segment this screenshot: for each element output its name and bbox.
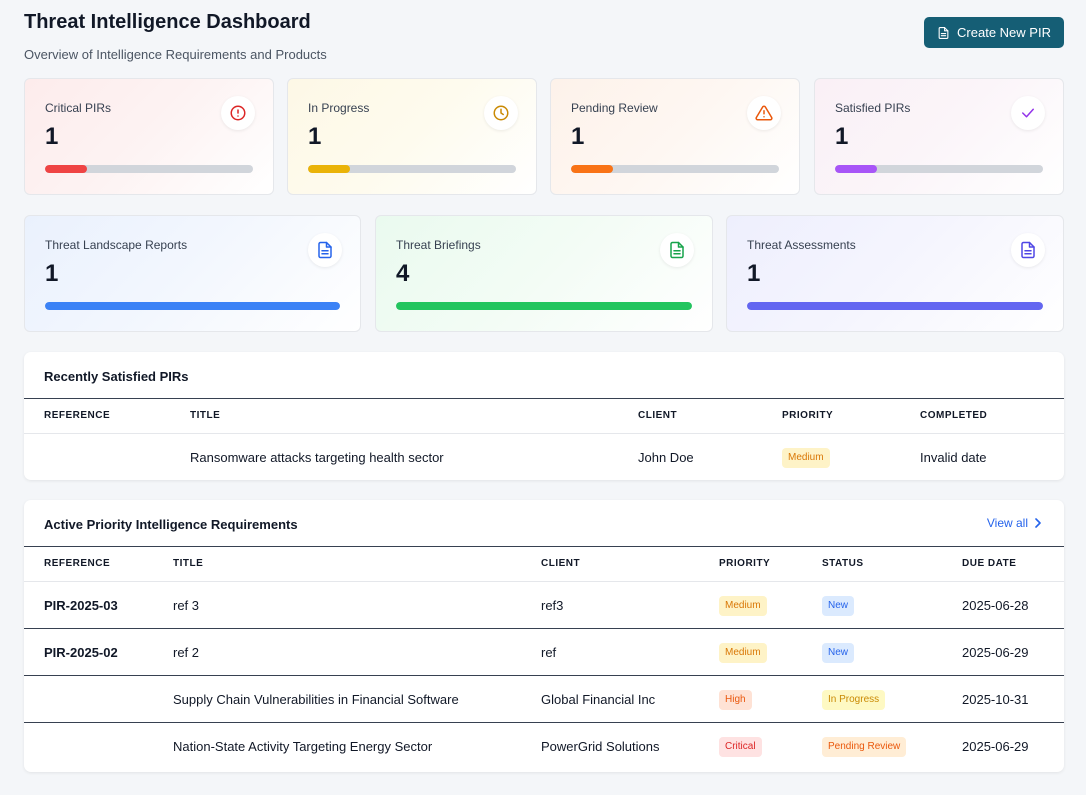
stat-label: Threat Assessments xyxy=(747,238,856,252)
status-badge: New xyxy=(822,596,855,616)
stat-progress-fill xyxy=(308,165,350,173)
table-header: REFERENCE TITLE CLIENT PRIORITY COMPLETE… xyxy=(24,398,1064,434)
column-header: DUE DATE xyxy=(962,558,1017,569)
priority-badge: Critical xyxy=(719,737,762,757)
document-icon xyxy=(660,233,694,267)
column-header: TITLE xyxy=(190,410,221,421)
stat-card-threat-assessments[interactable]: Threat Assessments 1 xyxy=(726,215,1064,332)
cell-reference: PIR-2025-03 xyxy=(44,598,118,613)
cell-due-date: 2025-10-31 xyxy=(962,692,1029,707)
document-icon xyxy=(1011,233,1045,267)
column-header: CLIENT xyxy=(638,410,678,421)
clock-icon xyxy=(484,96,518,130)
status-badge: New xyxy=(822,643,855,663)
stat-value: 1 xyxy=(308,123,322,150)
stat-progress-fill xyxy=(571,165,613,173)
stat-progress-fill xyxy=(835,165,877,173)
stat-value: 1 xyxy=(571,123,585,150)
stat-progress-fill xyxy=(396,302,692,310)
create-new-pir-label: Create New PIR xyxy=(957,25,1051,40)
stat-card-threat-briefings[interactable]: Threat Briefings 4 xyxy=(375,215,713,332)
status-badge: Pending Review xyxy=(822,737,907,757)
page-title: Threat Intelligence Dashboard xyxy=(24,11,311,33)
stat-card-in-progress[interactable]: In Progress 1 xyxy=(287,78,537,195)
stat-progress-track xyxy=(747,302,1043,310)
cell-due-date: 2025-06-29 xyxy=(962,645,1029,660)
stat-value: 1 xyxy=(45,123,59,150)
card-title: Recently Satisfied PIRs xyxy=(44,369,189,384)
status-badge: In Progress xyxy=(822,690,886,710)
chevron-right-icon xyxy=(1035,518,1041,528)
stat-value: 4 xyxy=(396,260,410,287)
table-row[interactable]: Ransomware attacks targeting health sect… xyxy=(24,434,1064,481)
stat-card-critical-pirs[interactable]: Critical PIRs 1 xyxy=(24,78,274,195)
stat-progress-track xyxy=(45,302,340,310)
column-header: PRIORITY xyxy=(782,410,834,421)
stat-label: Threat Briefings xyxy=(396,238,481,252)
column-header: REFERENCE xyxy=(44,558,111,569)
column-header: TITLE xyxy=(173,558,204,569)
column-header: COMPLETED xyxy=(920,410,988,421)
view-all-link[interactable]: View all xyxy=(987,516,1042,530)
stat-card-pending-review[interactable]: Pending Review 1 xyxy=(550,78,800,195)
active-pirs-card: Active Priority Intelligence Requirement… xyxy=(24,500,1064,772)
alert-circle-icon xyxy=(221,96,255,130)
cell-due-date: 2025-06-28 xyxy=(962,598,1029,613)
stat-value: 1 xyxy=(835,123,849,150)
stat-progress-fill xyxy=(747,302,1043,310)
stat-progress-fill xyxy=(45,302,340,310)
create-new-pir-button[interactable]: Create New PIR xyxy=(924,17,1064,48)
stat-label: Threat Landscape Reports xyxy=(45,238,188,252)
cell-client: Global Financial Inc xyxy=(541,692,656,707)
cell-client: John Doe xyxy=(638,450,694,465)
stat-label: Satisfied PIRs xyxy=(835,101,911,115)
priority-badge: Medium xyxy=(719,643,767,663)
stat-label: In Progress xyxy=(308,101,370,115)
column-header: CLIENT xyxy=(541,558,581,569)
table-row[interactable]: PIR-2025-02 ref 2 ref Medium New 2025-06… xyxy=(24,629,1064,676)
stat-card-satisfied-pirs[interactable]: Satisfied PIRs 1 xyxy=(814,78,1064,195)
priority-badge: High xyxy=(719,690,752,710)
stat-progress-track xyxy=(396,302,692,310)
stat-label: Critical PIRs xyxy=(45,101,112,115)
cell-client: ref3 xyxy=(541,598,564,613)
priority-badge: Medium xyxy=(782,448,830,468)
stat-value: 1 xyxy=(747,260,761,287)
table-row[interactable]: PIR-2025-03 ref 3 ref3 Medium New 2025-0… xyxy=(24,582,1064,629)
cell-title: ref 2 xyxy=(173,645,200,660)
stat-card-threat-landscape-reports[interactable]: Threat Landscape Reports 1 xyxy=(24,215,361,332)
stat-progress-track xyxy=(45,165,253,173)
table-header: REFERENCE TITLE CLIENT PRIORITY STATUS D… xyxy=(24,546,1064,582)
table-row[interactable]: Nation-State Activity Targeting Energy S… xyxy=(24,723,1064,770)
stat-label: Pending Review xyxy=(571,101,658,115)
cell-due-date: 2025-06-29 xyxy=(962,739,1029,754)
stat-value: 1 xyxy=(45,260,59,287)
stat-progress-track xyxy=(835,165,1043,173)
recently-satisfied-pirs-card: Recently Satisfied PIRs REFERENCE TITLE … xyxy=(24,352,1064,480)
cell-title: Ransomware attacks targeting health sect… xyxy=(190,450,444,465)
cell-client: PowerGrid Solutions xyxy=(541,739,660,754)
cell-title: Supply Chain Vulnerabilities in Financia… xyxy=(173,692,459,707)
cell-title: Nation-State Activity Targeting Energy S… xyxy=(173,739,433,754)
alert-triangle-icon xyxy=(747,96,781,130)
page-header: Threat Intelligence Dashboard Overview o… xyxy=(24,10,327,62)
stat-progress-fill xyxy=(45,165,87,173)
cell-title: ref 3 xyxy=(173,598,200,613)
column-header: STATUS xyxy=(822,558,864,569)
page-subtitle: Overview of Intelligence Requirements an… xyxy=(24,47,327,62)
cell-completed: Invalid date xyxy=(920,450,987,465)
document-icon xyxy=(308,233,342,267)
table-row[interactable]: Supply Chain Vulnerabilities in Financia… xyxy=(24,676,1064,723)
document-icon xyxy=(938,26,949,39)
priority-badge: Medium xyxy=(719,596,767,616)
cell-client: ref xyxy=(541,645,557,660)
stat-progress-track xyxy=(571,165,779,173)
card-title: Active Priority Intelligence Requirement… xyxy=(44,517,298,532)
view-all-label: View all xyxy=(986,516,1028,530)
column-header: REFERENCE xyxy=(44,410,111,421)
cell-reference: PIR-2025-02 xyxy=(44,645,118,660)
column-header: PRIORITY xyxy=(719,558,771,569)
check-icon xyxy=(1011,96,1045,130)
stat-progress-track xyxy=(308,165,516,173)
